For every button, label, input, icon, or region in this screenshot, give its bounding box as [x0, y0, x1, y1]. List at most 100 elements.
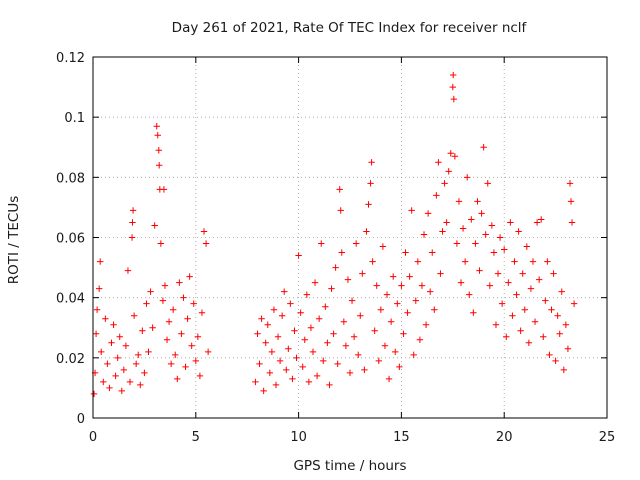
- data-point: [570, 300, 578, 307]
- data-point: [274, 333, 282, 340]
- data-point: [443, 219, 450, 226]
- data-point: [174, 375, 181, 383]
- data-point: [264, 321, 271, 328]
- data-point: [509, 312, 516, 319]
- data-point: [519, 270, 526, 277]
- data-point: [368, 159, 375, 166]
- x-tick-label: 10: [290, 430, 307, 445]
- data-point: [404, 309, 411, 316]
- data-point: [318, 240, 325, 247]
- data-point: [554, 312, 561, 319]
- data-point: [521, 306, 528, 313]
- data-point: [560, 366, 568, 374]
- data-point: [375, 357, 382, 365]
- data-point: [435, 159, 442, 166]
- data-point: [558, 288, 565, 295]
- data-point: [371, 327, 378, 334]
- data-point: [169, 306, 177, 313]
- data-point: [552, 357, 559, 365]
- data-point: [513, 291, 520, 298]
- data-point: [305, 378, 313, 386]
- data-point: [311, 279, 319, 286]
- data-point: [496, 234, 504, 241]
- data-point: [326, 381, 333, 389]
- data-point: [332, 264, 339, 271]
- data-point: [330, 330, 337, 337]
- data-point: [463, 174, 471, 181]
- data-point: [406, 273, 413, 280]
- y-tick-label: 0: [77, 412, 85, 427]
- data-point: [392, 348, 399, 356]
- data-point: [278, 312, 286, 319]
- data-points: [90, 71, 578, 398]
- data-point: [431, 306, 438, 313]
- data-point: [272, 381, 280, 389]
- data-point: [328, 285, 335, 292]
- data-point: [188, 342, 195, 349]
- data-point: [153, 122, 160, 130]
- data-point: [480, 144, 487, 151]
- data-point: [459, 225, 467, 232]
- data-point: [457, 279, 465, 286]
- data-point: [424, 210, 432, 217]
- data-point: [420, 231, 428, 238]
- data-point: [517, 327, 524, 334]
- y-tick-label: 0.02: [56, 352, 85, 367]
- data-point: [450, 95, 458, 103]
- data-point: [527, 285, 535, 292]
- data-point: [289, 375, 296, 383]
- data-point: [447, 150, 454, 157]
- data-point: [412, 297, 419, 304]
- data-point: [336, 186, 343, 193]
- data-point: [334, 360, 341, 368]
- data-point: [346, 369, 354, 377]
- data-point: [505, 279, 512, 286]
- data-point: [507, 219, 514, 226]
- data-point: [112, 372, 119, 380]
- data-point: [525, 339, 533, 346]
- data-point: [437, 270, 444, 277]
- data-point: [350, 333, 358, 340]
- data-point: [293, 354, 300, 362]
- data-point: [200, 228, 208, 235]
- axis-ticks: 0 5 10 15 20 25 0 0.02 0.04 0.06 0.08 0.1 0.12: [56, 51, 615, 445]
- data-point: [260, 387, 267, 395]
- grid: [93, 57, 607, 418]
- data-point: [254, 330, 261, 337]
- data-point: [96, 258, 104, 265]
- data-point: [324, 339, 331, 346]
- data-point: [283, 366, 290, 374]
- x-tick-label: 0: [89, 430, 97, 445]
- data-point: [266, 369, 274, 377]
- data-point: [320, 357, 327, 365]
- data-point: [488, 222, 496, 229]
- data-point: [359, 270, 366, 277]
- data-point: [414, 258, 422, 265]
- data-point: [355, 351, 362, 359]
- data-point: [180, 294, 187, 301]
- data-point: [418, 282, 426, 289]
- data-point: [533, 219, 541, 226]
- data-point: [361, 366, 368, 374]
- data-point: [468, 216, 475, 223]
- data-point: [102, 315, 109, 322]
- data-point: [396, 363, 403, 371]
- data-point: [476, 267, 483, 274]
- data-point: [344, 276, 352, 283]
- data-point: [139, 327, 146, 334]
- data-point: [190, 300, 197, 307]
- data-point: [410, 351, 417, 359]
- data-point: [562, 321, 570, 328]
- data-point: [566, 180, 574, 187]
- x-tick-label: 20: [496, 430, 513, 445]
- data-point: [433, 192, 440, 199]
- data-point: [301, 336, 308, 343]
- data-point: [363, 228, 370, 235]
- data-point: [400, 330, 407, 337]
- data-point: [377, 306, 385, 313]
- data-point: [455, 198, 463, 205]
- y-tick-label: 0.04: [56, 292, 85, 307]
- data-point: [135, 351, 142, 359]
- data-point: [303, 291, 311, 298]
- chart-title: Day 261 of 2021, Rate Of TEC Index for r…: [172, 20, 528, 36]
